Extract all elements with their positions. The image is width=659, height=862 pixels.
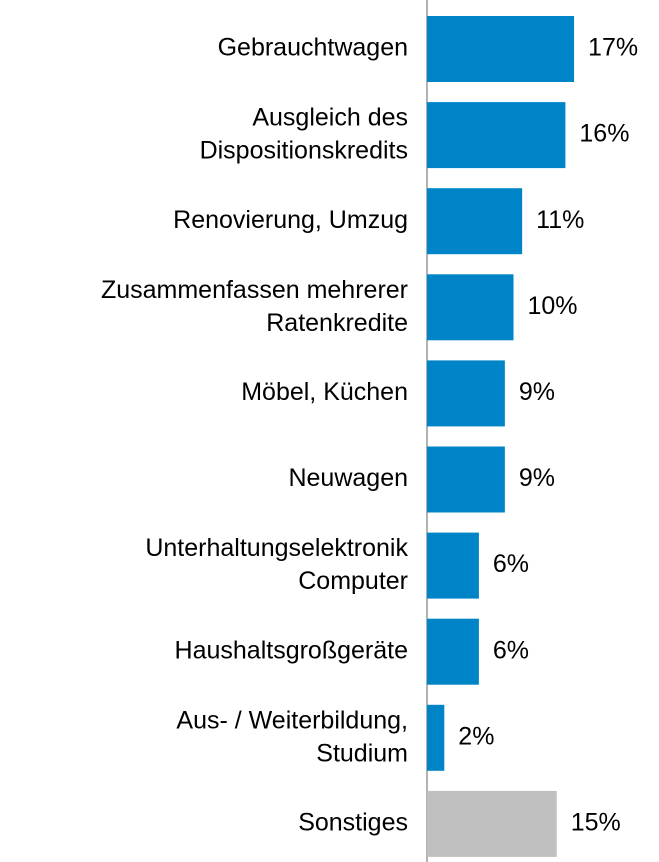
category-label: Ausgleich des Dispositionskredits	[200, 103, 408, 164]
category-label: Unterhaltungselektronik Computer	[145, 534, 408, 595]
bar	[427, 532, 479, 599]
bar	[427, 16, 575, 82]
value-label: 15%	[571, 809, 621, 837]
bar	[427, 102, 566, 169]
value-label: 9%	[519, 464, 555, 492]
category-label: Renovierung, Umzug	[173, 206, 408, 234]
category-label: Neuwagen	[288, 464, 408, 492]
bar	[427, 274, 514, 341]
value-label: 2%	[458, 722, 494, 750]
value-label: 11%	[536, 206, 584, 234]
category-label: Möbel, Küchen	[241, 378, 408, 406]
category-label: Sonstiges	[298, 809, 408, 837]
bar	[427, 704, 445, 771]
bar	[427, 618, 479, 685]
value-label: 16%	[579, 120, 629, 148]
value-label: 9%	[519, 378, 555, 406]
value-label: 6%	[493, 636, 529, 664]
bar	[427, 790, 557, 857]
bar	[427, 188, 523, 255]
value-label: 6%	[493, 550, 529, 578]
bar	[427, 446, 505, 513]
category-label: Aus- / Weiterbildung, Studium	[176, 706, 408, 767]
value-label: 10%	[528, 292, 578, 320]
bar	[427, 360, 505, 427]
category-label: Zusammenfassen mehrerer Ratenkredite	[101, 275, 408, 336]
category-label: Gebrauchtwagen	[218, 34, 408, 62]
value-label: 17%	[588, 34, 638, 62]
category-label: Haushaltsgroßgeräte	[175, 636, 408, 664]
